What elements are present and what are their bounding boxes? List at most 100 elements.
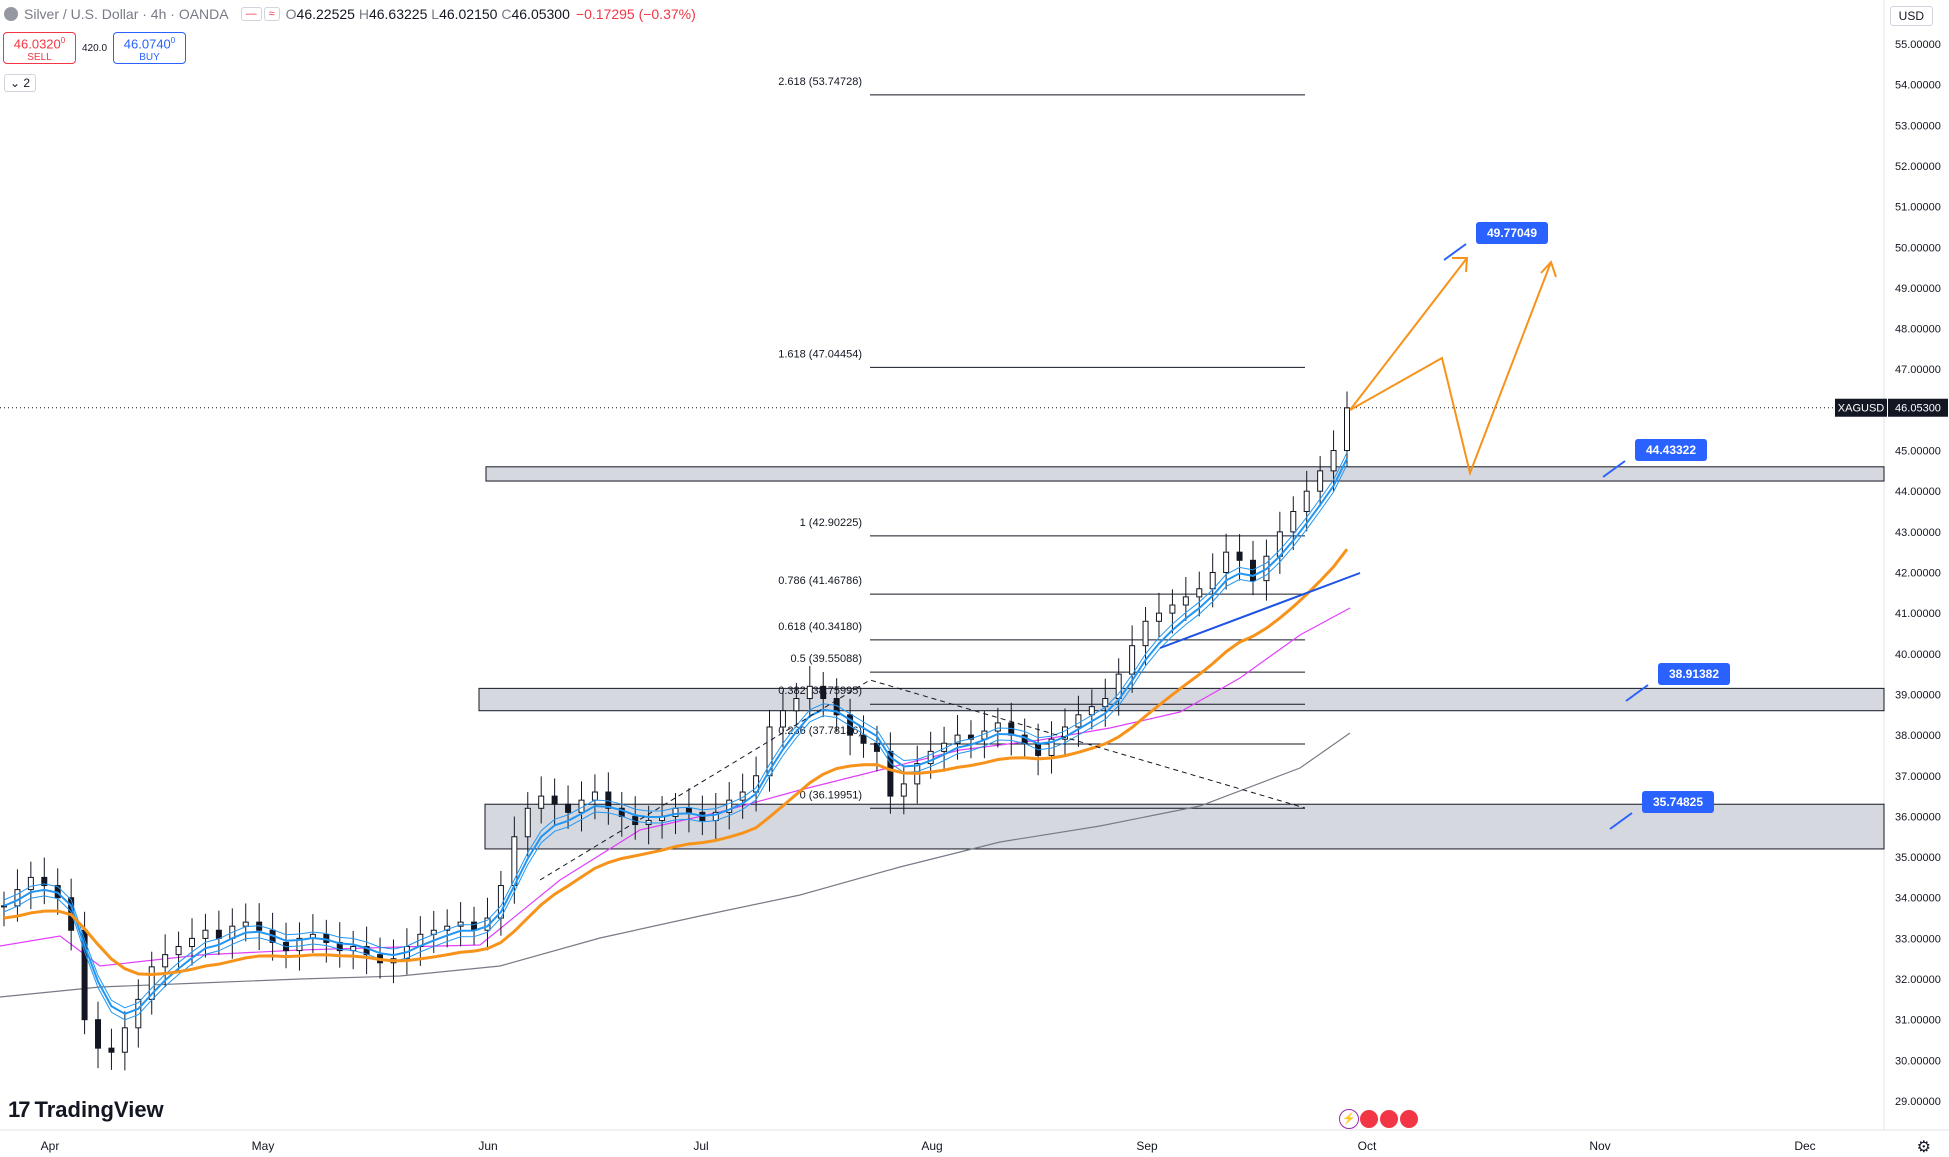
price-tick-label: 50.00000 <box>1895 242 1941 254</box>
tradingview-logo[interactable]: 17 TradingView <box>8 1097 164 1123</box>
price-label-text: 38.91382 <box>1669 667 1719 681</box>
brand-name: TradingView <box>34 1097 164 1122</box>
silver-symbol-icon <box>4 7 18 21</box>
candle-body <box>215 929 222 939</box>
currency-selector[interactable]: USD <box>1889 6 1933 26</box>
time-tick-label: Aug <box>921 1139 942 1153</box>
sell-price: 46.0320 <box>13 36 61 52</box>
price-tick-label: 38.00000 <box>1895 730 1941 742</box>
fib-level-label: 0.786 (41.46786) <box>778 575 862 587</box>
fib-level-label: 1.618 (47.04454) <box>778 348 862 360</box>
candle-body <box>1196 588 1203 598</box>
fib-anchor-dashed <box>539 679 1306 881</box>
price-tick-label: 49.00000 <box>1895 283 1941 295</box>
candle-body <box>605 791 612 809</box>
price-label-pointer <box>1609 812 1633 830</box>
price-tick-label: 51.00000 <box>1895 202 1941 214</box>
ema-slow-line <box>0 607 1351 967</box>
price-label-box <box>1476 222 1548 244</box>
market-status-icon[interactable]: — <box>240 7 262 21</box>
symbol-title[interactable]: Silver / U.S. Dollar · 4h · OANDA <box>24 6 229 22</box>
candle-body <box>685 807 692 813</box>
chevron-down-icon: ⌄ <box>10 76 21 90</box>
candle-body <box>1075 714 1082 728</box>
fib-level-label: 0.5 (39.55088) <box>790 653 862 665</box>
price-tick-label: 54.00000 <box>1895 80 1941 92</box>
candle-body <box>296 937 303 952</box>
tradingview-logo-icon: 17 <box>8 1097 31 1122</box>
price-tick-label: 43.00000 <box>1895 527 1941 539</box>
lightning-icon[interactable]: ⚡ <box>1339 1109 1359 1129</box>
price-label-pointer <box>1602 460 1626 478</box>
close-value: 46.05300 <box>511 6 570 22</box>
projection-path <box>1349 257 1468 411</box>
candle-body <box>779 710 786 728</box>
candle-body <box>1169 604 1176 614</box>
price-tick-label: 37.00000 <box>1895 771 1941 783</box>
candle-body <box>1209 572 1216 590</box>
buy-button[interactable]: 46.07400 BUY <box>113 32 187 64</box>
price-label-text: 35.74825 <box>1653 795 1703 809</box>
fib-level-label: 0.382 (38.75995) <box>778 685 862 697</box>
time-tick-label: May <box>252 1139 275 1153</box>
price-tick-label: 42.00000 <box>1895 568 1941 580</box>
candle-body <box>1155 612 1162 622</box>
wave-icon[interactable]: ≈ <box>263 7 280 21</box>
us-flag-icon[interactable] <box>1399 1109 1419 1129</box>
time-tick-label: Jul <box>693 1139 708 1153</box>
price-tick-label: 47.00000 <box>1895 364 1941 376</box>
candle-body <box>1344 407 1350 452</box>
price-tick-label: 48.00000 <box>1895 324 1941 336</box>
candle-body <box>202 929 209 939</box>
open-value: 46.22525 <box>296 6 355 22</box>
gear-icon[interactable]: ⚙ <box>1916 1139 1931 1156</box>
buy-label: BUY <box>139 51 160 63</box>
candle-body <box>41 876 48 887</box>
time-tick-label: Sep <box>1136 1139 1158 1153</box>
time-tick-label: Oct <box>1358 1139 1377 1153</box>
candle-body <box>726 799 733 813</box>
price-tick-label: 33.00000 <box>1895 933 1941 945</box>
candle-body <box>14 889 21 907</box>
price-tick-label: 41.00000 <box>1895 608 1941 620</box>
buy-price: 46.0740 <box>123 36 171 52</box>
price-tick-label: 40.00000 <box>1895 649 1941 661</box>
price-tick-label: 52.00000 <box>1895 161 1941 173</box>
candle-body <box>1330 450 1337 472</box>
price-tick-label: 45.00000 <box>1895 446 1941 458</box>
price-label-box <box>1658 663 1730 685</box>
price-tick-label: 44.00000 <box>1895 486 1941 498</box>
candle-body <box>806 685 813 700</box>
indicators-toggle[interactable]: ⌄ 2 <box>4 74 37 92</box>
candle-body <box>1182 596 1189 606</box>
price-label-text: 49.77049 <box>1487 226 1537 240</box>
price-tick-label: 39.00000 <box>1895 689 1941 701</box>
us-flag-icon[interactable] <box>1379 1109 1399 1129</box>
indicator-pills[interactable]: — ≈ <box>240 7 280 21</box>
candle-body <box>927 750 934 765</box>
candle-body <box>524 807 531 838</box>
candle-body <box>135 998 142 1029</box>
candle-body <box>793 698 800 712</box>
candle-body <box>95 1019 102 1049</box>
time-tick-label: Jun <box>478 1139 497 1153</box>
ema-fast-upper <box>3 452 1348 1009</box>
candle-body <box>538 795 545 809</box>
candle-body <box>860 734 867 744</box>
price-label-pointer <box>1625 684 1649 702</box>
candle-body <box>1061 726 1068 740</box>
us-flag-icon[interactable] <box>1359 1109 1379 1129</box>
candle-body <box>900 783 907 797</box>
price-label-box <box>1642 791 1714 813</box>
economic-events[interactable]: ⚡ <box>1339 1109 1419 1129</box>
price-tick-label: 29.00000 <box>1895 1096 1941 1108</box>
time-tick-label: Apr <box>41 1139 60 1153</box>
price-label-text: 44.43322 <box>1646 443 1696 457</box>
symbol-tag <box>1835 398 1887 417</box>
candle-body <box>994 722 1001 732</box>
candle-body <box>189 937 196 948</box>
sma-long-line <box>0 732 1351 998</box>
price-label-box <box>1635 439 1707 461</box>
sell-button[interactable]: 46.03200 SELL <box>3 32 76 64</box>
